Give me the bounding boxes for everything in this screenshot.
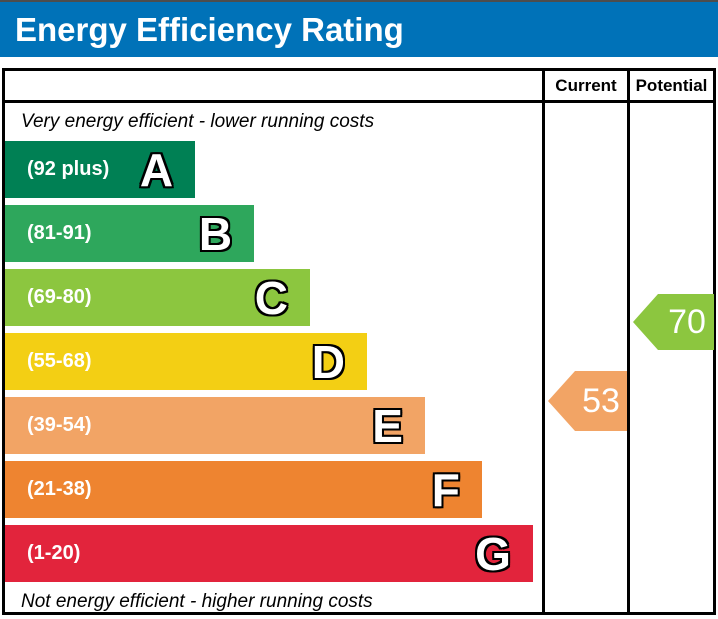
band-letter: D [310, 335, 346, 388]
note-top: Very energy efficient - lower running co… [21, 111, 375, 132]
band-bar: (39-54) E [5, 397, 425, 454]
current-arrow-polygon [548, 371, 627, 431]
current-column [542, 103, 627, 612]
potential-arrow-polygon [633, 294, 714, 350]
band-row: (92 plus) A [5, 141, 542, 198]
potential-rating-arrow: 70 [633, 294, 714, 350]
potential-arrow-shape: 70 [633, 294, 714, 350]
band-bar: (55-68) D [5, 333, 367, 390]
band-range: (69-80) [27, 286, 92, 308]
rating-table: Current Potential Very energy efficient … [2, 68, 716, 615]
band-bar: (21-38) F [5, 461, 482, 518]
band-bar: (1-20) G [5, 525, 533, 582]
top-rule [0, 0, 718, 2]
potential-column [627, 103, 713, 612]
band-range: (55-68) [27, 350, 92, 372]
note-bottom: Not energy efficient - higher running co… [21, 591, 373, 612]
header-cell-scale [5, 71, 542, 100]
current-arrow-shape: 53 [548, 371, 627, 431]
band-range: (92 plus) [27, 158, 110, 180]
table-body: Very energy efficient - lower running co… [5, 103, 713, 612]
band-letter: G [474, 527, 513, 580]
band-letter: E [371, 399, 405, 452]
band-row: (69-80) C [5, 269, 542, 326]
band-letter: A [138, 143, 174, 196]
band-bar: (69-80) C [5, 269, 311, 326]
band-letter: F [430, 463, 461, 516]
band-bar: (92 plus) A [5, 141, 196, 198]
band-range: (21-38) [27, 478, 92, 500]
title-bar: Energy Efficiency Rating [0, 2, 718, 57]
band-bar: (81-91) B [5, 205, 255, 262]
page-title: Energy Efficiency Rating [15, 10, 404, 48]
band-row: (1-20) G [5, 525, 542, 582]
potential-rating-value: 70 [668, 303, 706, 341]
band-letter: C [253, 271, 289, 324]
rating-scale-column: Very energy efficient - lower running co… [5, 103, 542, 612]
band-range: (1-20) [27, 542, 81, 564]
current-rating-arrow: 53 [548, 371, 627, 431]
band-row: (39-54) E [5, 397, 542, 454]
band-list: (92 plus) A (81-91) B (69-80) C (55-68) … [5, 141, 542, 589]
current-rating-value: 53 [582, 382, 620, 420]
band-range: (81-91) [27, 222, 92, 244]
header-cell-current: Current [542, 71, 627, 100]
band-row: (21-38) F [5, 461, 542, 518]
band-letter: B [197, 207, 233, 260]
band-row: (55-68) D [5, 333, 542, 390]
header-cell-potential: Potential [627, 71, 713, 100]
band-range: (39-54) [27, 414, 92, 436]
band-row: (81-91) B [5, 205, 542, 262]
table-header-row: Current Potential [5, 71, 713, 103]
